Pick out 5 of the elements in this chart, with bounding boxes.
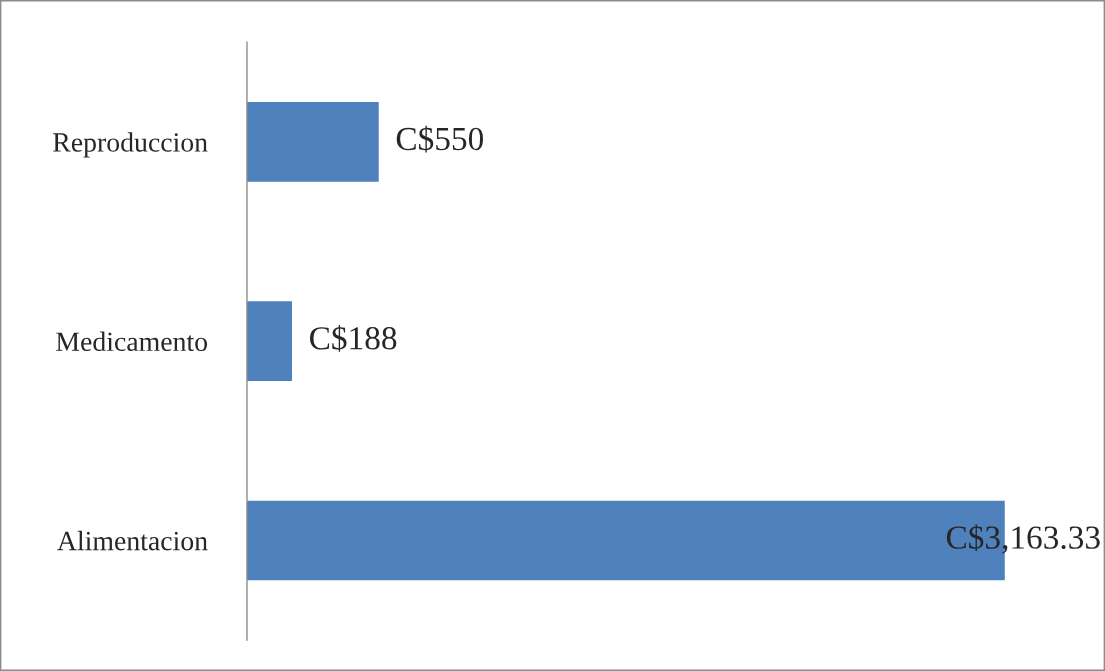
data-label: C$550 [396,125,484,153]
y-tick-label: Alimentacion [57,530,208,551]
data-label: C$188 [310,325,397,352]
y-tick-label: Reproduccion [53,132,208,158]
y-tick-label: Medicamento [56,331,208,352]
